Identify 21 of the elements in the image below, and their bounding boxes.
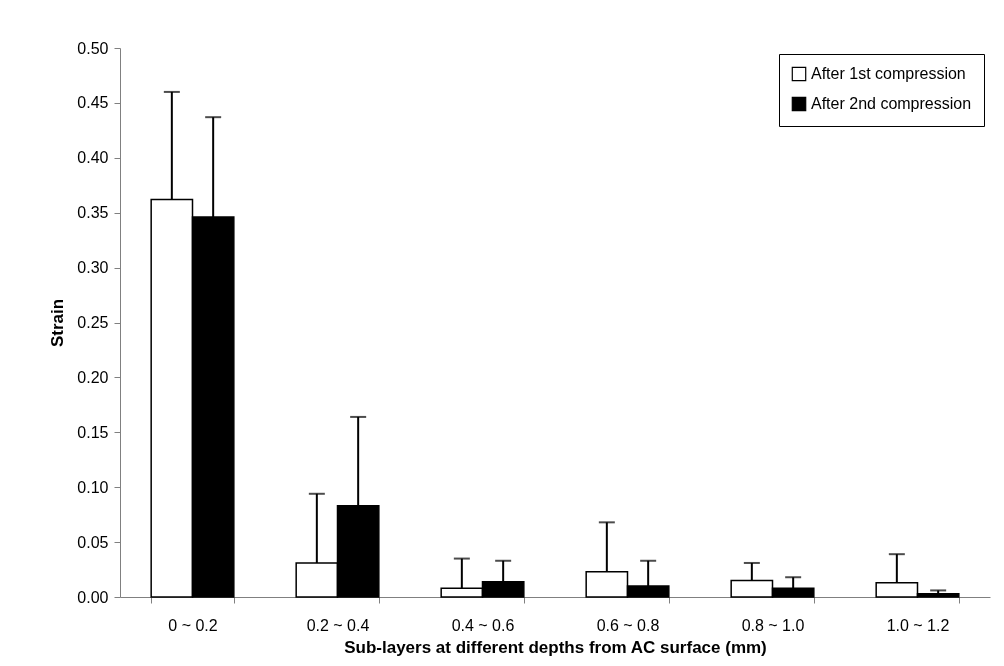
legend-label: After 1st compression <box>811 65 966 82</box>
y-tick-label: 0.45 <box>77 94 109 112</box>
y-axis-title: Strain <box>48 298 68 348</box>
x-tick-label: 0.2 ~ 0.4 <box>306 616 370 634</box>
y-tick-label: 0.25 <box>77 314 109 331</box>
x-tick-label: 0 ~ 0.2 <box>168 616 218 634</box>
x-tick-label: 0.8 ~ 1.0 <box>741 616 805 634</box>
x-tick-label: 0.4 ~ 0.6 <box>451 616 515 634</box>
y-tick-label: 0.35 <box>77 204 109 222</box>
legend-label: After 2nd compression <box>811 95 972 112</box>
y-tick-label: 0.20 <box>77 368 109 386</box>
y-tick-label: 0.00 <box>77 588 109 606</box>
y-tick-label: 0.30 <box>77 259 109 277</box>
y-tick-label: 0.50 <box>77 39 109 57</box>
x-axis-title: Sub-layers at different depths from AC surface (mm) <box>344 637 767 657</box>
x-tick-label: 0.6 ~ 0.8 <box>596 616 660 634</box>
y-tick-label: 0.40 <box>77 149 109 167</box>
y-tick-label: 0.05 <box>77 533 109 551</box>
x-tick-label: 1.0 ~ 1.2 <box>886 616 950 634</box>
y-tick-label: 0.10 <box>77 478 109 496</box>
y-tick-label: 0.15 <box>77 423 109 441</box>
